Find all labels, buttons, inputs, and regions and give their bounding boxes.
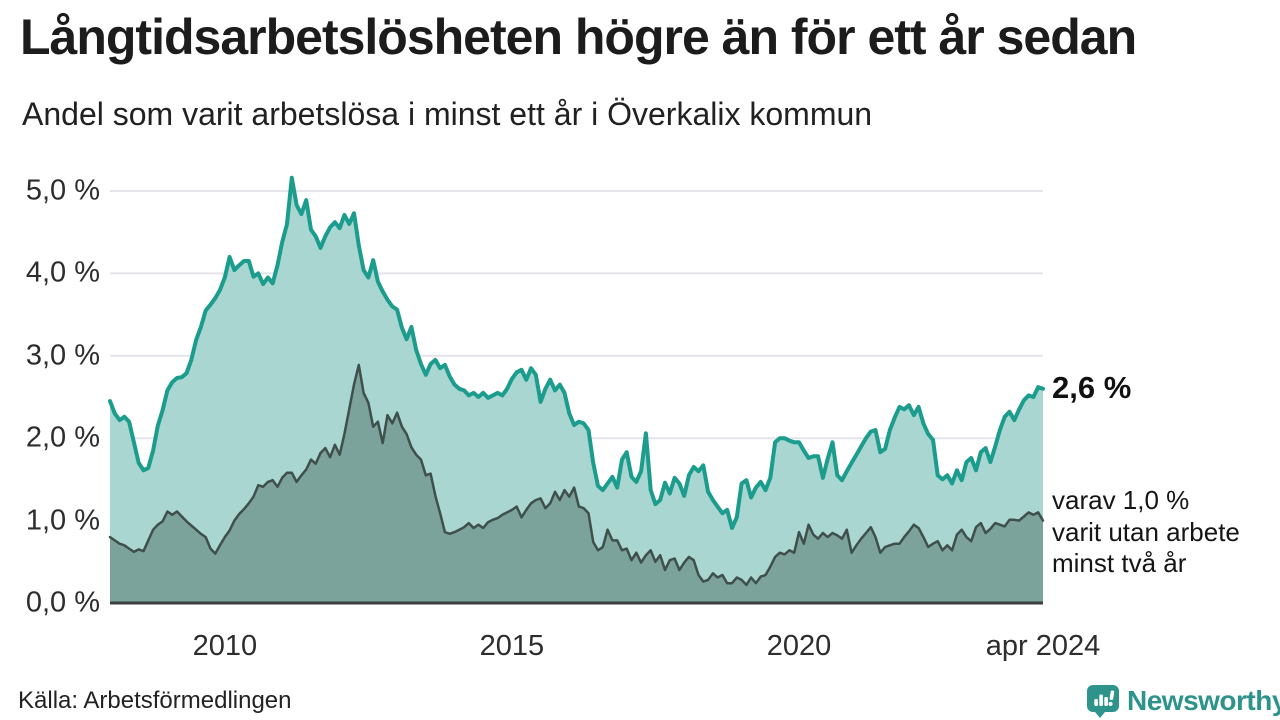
secondary-area-fill bbox=[110, 364, 1043, 603]
y-tick-label: 0,0 % bbox=[25, 586, 100, 619]
secondary-series-annotation: varav 1,0 % varit utan arbete minst två … bbox=[1052, 485, 1240, 579]
page-title: Långtidsarbetslösheten högre än för ett … bbox=[20, 9, 1137, 65]
x-tick-label: 2020 bbox=[766, 630, 832, 662]
secondary-series-line bbox=[108, 363, 1045, 587]
y-tick-label: 2,0 % bbox=[25, 421, 100, 454]
y-tick-label: 5,0 % bbox=[25, 174, 100, 207]
y-tick-label: 3,0 % bbox=[25, 339, 100, 372]
newsworthy-icon bbox=[1087, 685, 1119, 718]
last-value-annotation: 2,6 % bbox=[1052, 370, 1132, 405]
x-tick-label: apr 2024 bbox=[985, 630, 1101, 662]
source-caption: Källa: Arbetsförmedlingen bbox=[18, 687, 292, 714]
x-tick-label: 2015 bbox=[479, 630, 545, 662]
brand-logo: Newsworthy bbox=[1086, 684, 1280, 718]
primary-series-line bbox=[108, 175, 1045, 530]
y-tick-label: 4,0 % bbox=[25, 256, 100, 289]
y-tick-label: 1,0 % bbox=[25, 504, 100, 537]
page-subtitle: Andel som varit arbetslösa i minst ett å… bbox=[22, 96, 873, 132]
x-tick-label: 2010 bbox=[192, 630, 258, 662]
brand-wordmark: Newsworthy bbox=[1127, 685, 1280, 716]
